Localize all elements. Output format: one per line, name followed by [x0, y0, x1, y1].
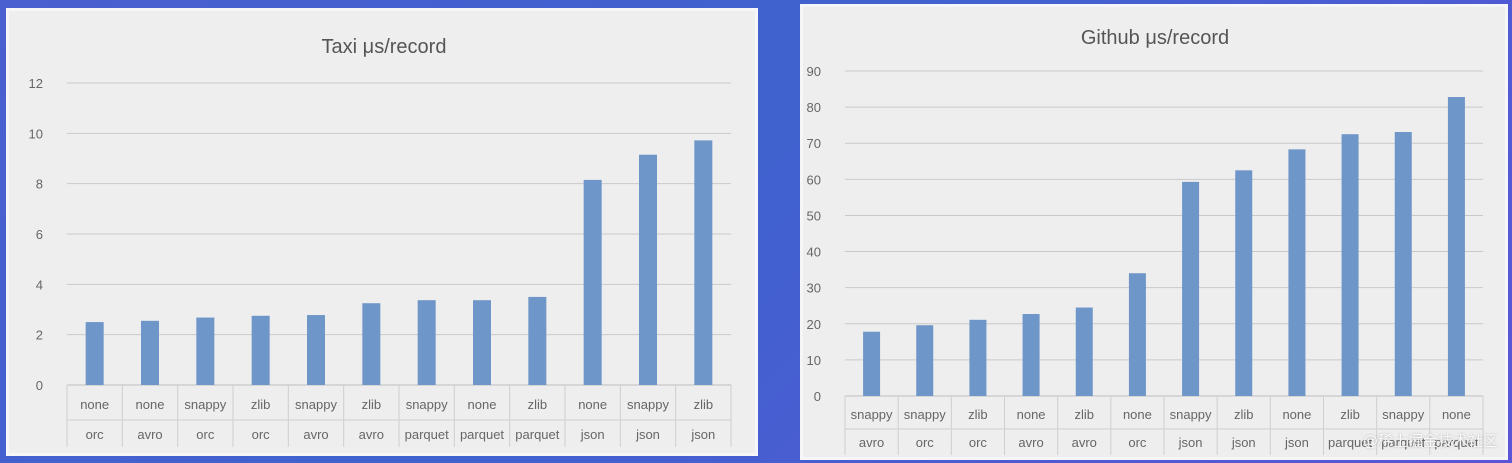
x-tick-label-codec: none — [1017, 407, 1046, 422]
x-tick-label-format: parquet — [1434, 435, 1478, 450]
x-tick-label-format: orc — [1128, 435, 1147, 450]
x-tick-label-codec: none — [468, 397, 497, 412]
y-tick-label: 2 — [36, 328, 43, 343]
x-tick-label-codec: snappy — [627, 397, 669, 412]
taxi-chart-panel: Taxi μs/record 0 2 4 6 8 10 12 none orc none avro sn… — [6, 8, 758, 456]
y-tick-label: 6 — [36, 227, 43, 242]
y-tick-label: 8 — [36, 177, 43, 192]
x-tick-label-codec: snappy — [1170, 407, 1212, 422]
bar — [473, 300, 491, 385]
bar — [1128, 273, 1146, 396]
github-chart-panel: Github μs/record 0 10 20 30 40 50 60 70 80 90 snapp… — [800, 4, 1508, 460]
bar — [362, 303, 381, 385]
x-tick-label-codec: snappy — [1382, 407, 1424, 422]
bar — [583, 179, 602, 385]
x-tick-label-codec: zlib — [528, 397, 548, 412]
bar — [528, 296, 547, 385]
bar — [85, 322, 104, 385]
bar — [863, 331, 881, 396]
x-tick-label-codec: none — [136, 397, 165, 412]
bar — [1394, 132, 1412, 396]
x-tick-label-codec: none — [578, 397, 607, 412]
x-tick-label-format: json — [1284, 435, 1309, 450]
bar — [1341, 134, 1359, 396]
x-tick-label-format: parquet — [405, 427, 449, 442]
bar — [417, 300, 436, 385]
x-tick-label-codec: none — [80, 397, 109, 412]
x-tick-label-codec: zlib — [251, 397, 271, 412]
bar — [1235, 170, 1253, 396]
y-tick-label: 80 — [807, 100, 821, 115]
y-tick-label: 60 — [807, 172, 821, 187]
x-tick-label-format: json — [690, 427, 715, 442]
x-tick-label-format: orc — [196, 427, 215, 442]
x-tick-label-format: parquet — [1328, 435, 1372, 450]
bar — [916, 325, 934, 396]
taxi-chart: Taxi μs/record 0 2 4 6 8 10 12 none orc none avro sn… — [29, 36, 732, 447]
bar — [196, 317, 215, 385]
bar — [1075, 307, 1093, 396]
x-tick-label-codec: snappy — [406, 397, 448, 412]
x-tick-label-format: avro — [303, 427, 328, 442]
y-tick-label: 30 — [807, 281, 821, 296]
y-tick-label: 50 — [807, 208, 821, 223]
y-tick-label: 12 — [29, 76, 43, 91]
y-tick-label: 4 — [36, 277, 43, 292]
x-tick-label-format: json — [580, 427, 605, 442]
x-tick-label-format: json — [635, 427, 660, 442]
y-tick-label: 20 — [807, 317, 821, 332]
y-tick-label: 0 — [814, 389, 821, 404]
x-tick-label-format: avro — [137, 427, 162, 442]
x-tick-label-format: json — [1231, 435, 1256, 450]
x-tick-label-format: parquet — [515, 427, 559, 442]
x-tick-label-format: parquet — [1381, 435, 1425, 450]
github-chart: Github μs/record 0 10 20 30 40 50 60 70 80 90 snapp… — [807, 27, 1484, 455]
x-tick-label-codec: zlib — [362, 397, 382, 412]
y-tick-label: 10 — [29, 126, 43, 141]
y-tick-label: 90 — [807, 64, 821, 79]
bar — [639, 154, 657, 385]
y-tick-label: 10 — [807, 353, 821, 368]
bar — [694, 140, 713, 385]
bar — [1288, 149, 1306, 396]
y-tick-label: 70 — [807, 136, 821, 151]
x-tick-label-format: avro — [1072, 435, 1097, 450]
bar — [1447, 97, 1465, 396]
chart-title: Taxi μs/record — [322, 36, 447, 58]
y-tick-label: 40 — [807, 245, 821, 260]
y-tick-label: 0 — [36, 378, 43, 393]
x-tick-label-format: orc — [86, 427, 105, 442]
x-tick-label-format: parquet — [460, 427, 504, 442]
x-tick-label-codec: none — [1123, 407, 1152, 422]
x-tick-label-codec: none — [1282, 407, 1311, 422]
bar — [1182, 181, 1200, 396]
x-tick-label-format: json — [1178, 435, 1203, 450]
x-tick-label-codec: snappy — [295, 397, 337, 412]
x-tick-label-format: avro — [359, 427, 384, 442]
bar — [969, 319, 987, 396]
bar — [251, 315, 270, 385]
x-tick-label-format: avro — [1018, 435, 1043, 450]
x-tick-label-format: avro — [859, 435, 884, 450]
watermark-text: @稀土掘金技术社区 — [1362, 432, 1498, 450]
x-tick-label-format: orc — [969, 435, 988, 450]
x-tick-label-codec: zlib — [694, 397, 714, 412]
x-tick-label-codec: snappy — [904, 407, 946, 422]
bar — [307, 315, 325, 385]
x-tick-label-codec: snappy — [851, 407, 893, 422]
x-tick-label-codec: zlib — [968, 407, 988, 422]
x-tick-label-codec: zlib — [1074, 407, 1094, 422]
x-tick-label-format: orc — [916, 435, 935, 450]
x-tick-label-codec: zlib — [1340, 407, 1360, 422]
bar — [141, 320, 159, 385]
bar — [1022, 314, 1040, 396]
x-tick-label-codec: snappy — [184, 397, 226, 412]
x-tick-label-codec: zlib — [1234, 407, 1254, 422]
chart-title: Github μs/record — [1081, 27, 1229, 49]
x-tick-label-format: orc — [252, 427, 271, 442]
x-tick-label-codec: none — [1442, 407, 1471, 422]
